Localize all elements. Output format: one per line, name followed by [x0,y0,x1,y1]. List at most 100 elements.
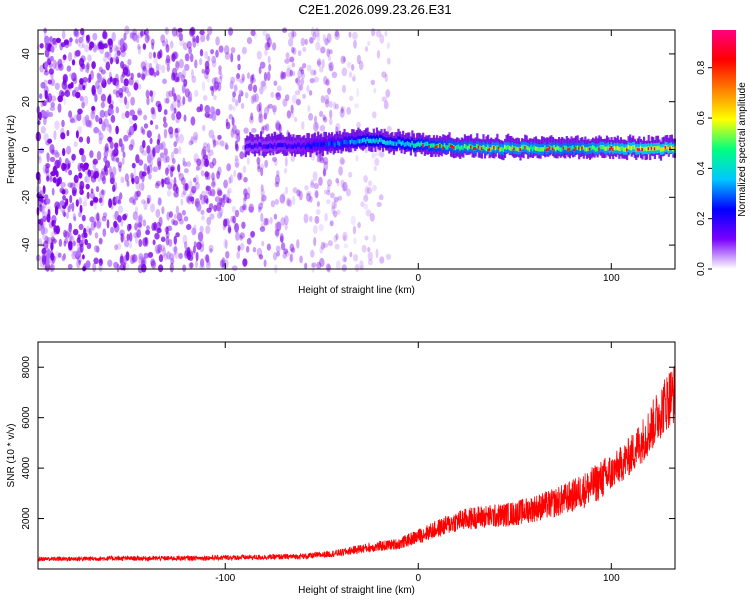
noise-cell [325,78,330,86]
noise-cell [330,192,335,199]
noise-cell [316,157,322,163]
signal-core-cell [530,145,533,150]
noise-cell [201,215,205,221]
noise-cell [129,196,135,204]
noise-cell [141,171,147,177]
noise-cell [191,185,197,194]
signal-core-cell [627,144,630,150]
noise-cell [217,138,221,146]
spectrogram-heatmap [35,25,676,274]
noise-cell [44,61,48,69]
signal-core-cell [593,146,596,151]
noise-cell [253,32,257,39]
noise-cell [68,110,73,118]
noise-cell [327,184,331,193]
noise-cell [110,100,114,106]
noise-cell [341,84,347,93]
noise-cell [115,56,119,64]
noise-cell [321,58,325,69]
noise-cell [102,31,108,40]
noise-cell [209,188,216,197]
noise-cell [43,194,49,200]
noise-cell [273,80,278,86]
noise-cell [227,224,232,234]
signal-core-cell [277,143,280,148]
noise-cell [206,76,211,83]
signal-core-cell [266,144,269,149]
noise-cell [87,34,91,43]
noise-cell [121,157,125,165]
noise-cell [47,111,54,118]
noise-cell [313,236,317,247]
signal-core-cell [287,143,290,148]
noise-cell [78,82,84,91]
signal-core-cell [392,141,395,146]
noise-cell [346,107,351,115]
noise-cell [242,204,246,211]
noise-cell [86,35,91,45]
signal-core-cell [318,142,321,147]
noise-cell [94,232,99,239]
noise-cell [292,195,296,205]
noise-cell [75,199,79,207]
noise-cell [152,166,158,173]
signal-core-cell [576,145,579,150]
x-tick-label: 100 [603,573,620,584]
noise-cell [258,108,263,119]
noise-cell [81,214,86,222]
noise-cell [86,63,90,74]
noise-cell [275,92,282,101]
noise-cell [338,166,343,176]
noise-cell [130,72,134,80]
noise-cell [201,81,206,91]
noise-cell [68,51,73,62]
noise-cell [216,202,221,212]
noise-cell [165,231,170,239]
noise-cell [53,224,57,233]
signal-core-cell [419,142,422,148]
noise-cell [177,164,181,173]
noise-cell [100,69,106,75]
noise-cell [173,93,177,102]
noise-cell [123,212,128,219]
noise-cell [163,122,168,128]
signal-core-cell [250,144,253,150]
noise-cell [274,222,278,231]
noise-cell [72,189,77,197]
noise-cell [233,84,238,92]
noise-cell [147,252,153,259]
noise-cell [180,198,184,206]
noise-cell [346,61,352,69]
noise-cell [202,124,206,132]
signal-core-cell [658,145,661,150]
signal-core-cell [425,141,428,146]
signal-core-cell [528,147,531,152]
noise-cell [124,86,129,94]
noise-cell [250,112,254,121]
noise-cell [68,243,74,253]
noise-cell [260,193,264,202]
signal-peak-cell [477,145,481,149]
signal-core-cell [246,144,249,149]
noise-cell [60,205,66,213]
signal-core-cell [666,145,669,150]
signal-core-cell [615,146,618,151]
noise-cell [367,246,371,253]
noise-cell [193,131,199,141]
noise-cell [223,218,227,228]
noise-cell [300,69,305,75]
noise-cell [316,60,321,66]
noise-cell [63,97,67,105]
noise-cell [105,61,111,71]
noise-cell [73,174,79,184]
noise-cell [136,32,143,39]
noise-cell [367,259,373,266]
noise-cell [144,59,148,68]
noise-cell [108,198,113,209]
colorbar-tick-label: 0.6 [696,111,707,125]
noise-cell [239,242,245,251]
noise-cell [137,215,142,221]
noise-cell [260,80,266,88]
noise-cell [376,201,382,208]
noise-cell [199,225,204,233]
